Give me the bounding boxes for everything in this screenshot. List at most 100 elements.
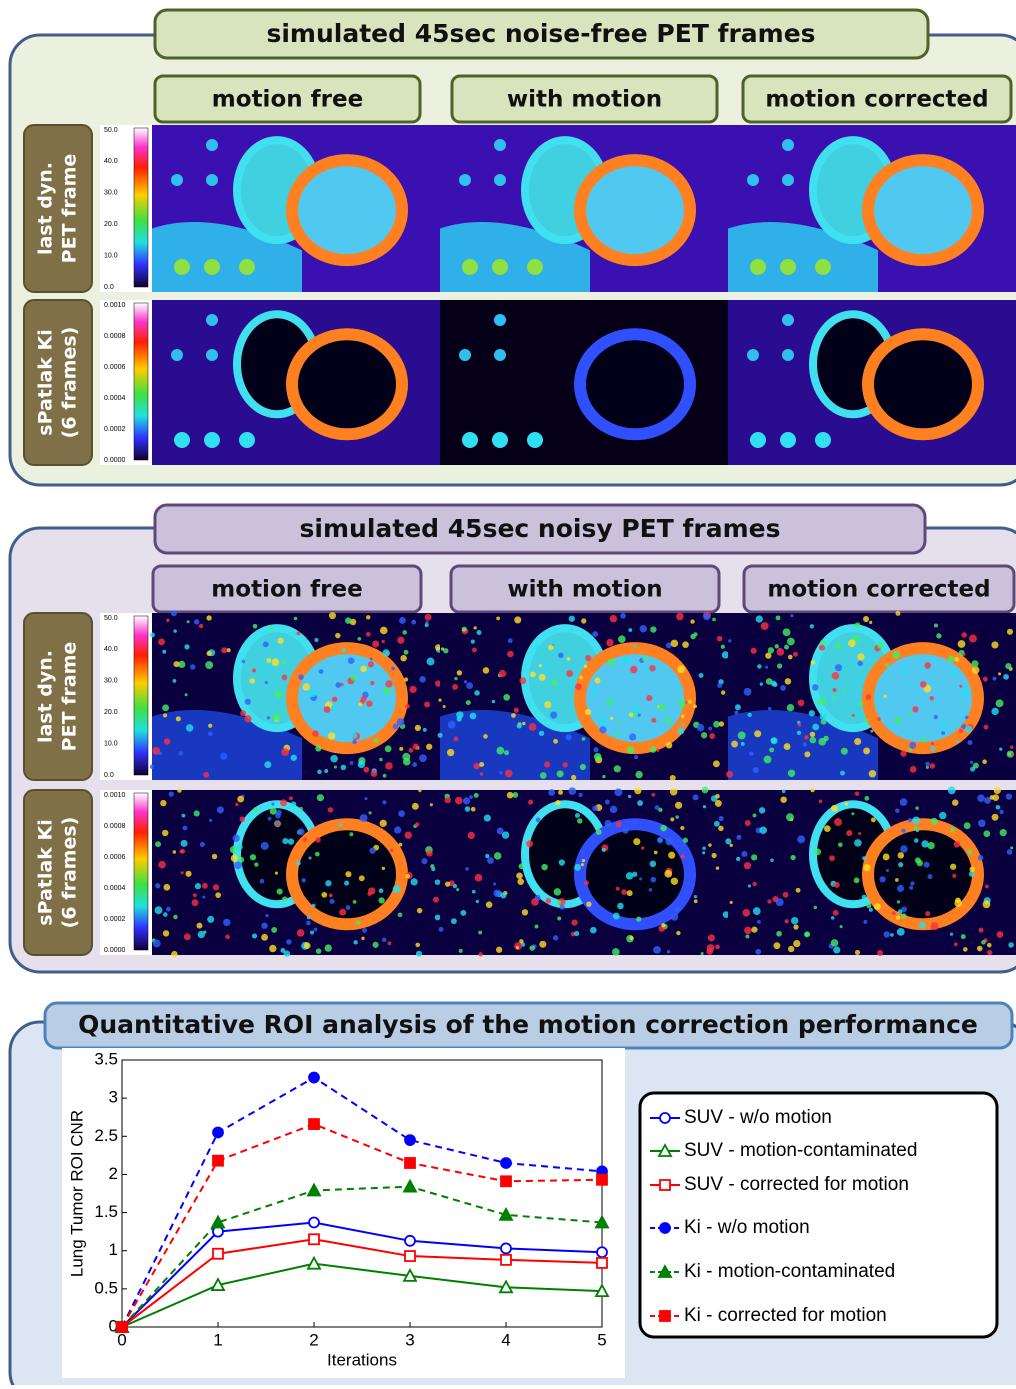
- pet-image-noise: [212, 854, 217, 859]
- pet-image-noise: [858, 832, 861, 835]
- panel-title: Quantitative ROI analysis of the motion …: [78, 1010, 978, 1039]
- pet-image-noise: [298, 674, 303, 679]
- pet-image-spot: [527, 259, 543, 275]
- pet-image-noise: [656, 748, 659, 751]
- pet-image-noise: [666, 742, 672, 748]
- pet-image-noise: [182, 814, 186, 818]
- pet-image-noise: [421, 858, 427, 864]
- pet-image-noise: [594, 678, 600, 684]
- pet-image-noise: [930, 746, 935, 751]
- pet-image-noise: [996, 699, 1004, 707]
- pet-image-noise: [404, 650, 409, 655]
- pet-image-noise: [282, 661, 286, 665]
- pet-image-noise: [206, 651, 211, 656]
- pet-image-noise: [208, 724, 212, 728]
- pet-image-noise: [854, 622, 860, 628]
- pet-image-noise: [296, 631, 300, 635]
- pet-image-noise: [332, 696, 338, 702]
- pet-image-noise: [804, 751, 810, 757]
- pet-image-noise: [471, 640, 475, 644]
- pet-image-noise: [150, 765, 154, 769]
- pet-image-noise: [731, 741, 738, 748]
- y-tick-label: 0.5: [94, 1278, 118, 1297]
- pet-image-noise: [760, 682, 763, 685]
- pet-image-noise: [346, 905, 351, 910]
- pet-image-noise: [361, 937, 364, 940]
- pet-image-noise: [550, 711, 557, 718]
- pet-image-noise: [635, 771, 642, 778]
- pet-image-noise: [969, 866, 975, 872]
- pet-image-noise: [879, 876, 885, 882]
- pet-image-noise: [399, 747, 403, 751]
- pet-image-noise: [803, 742, 807, 746]
- pet-image-noise: [225, 935, 230, 940]
- panel-title: simulated 45sec noise-free PET frames: [266, 19, 815, 48]
- pet-image-noise: [563, 762, 568, 767]
- pet-image-noise: [152, 747, 160, 755]
- pet-image-noise: [508, 638, 513, 643]
- pet-image-spot: [239, 432, 255, 448]
- pet-image-noise: [400, 655, 406, 661]
- pet-image-noise: [780, 685, 786, 691]
- pet-image-noise: [680, 826, 684, 830]
- pet-image-noise: [744, 862, 751, 869]
- marker: [660, 1113, 670, 1123]
- pet-image-noise: [948, 656, 955, 663]
- pet-image-noise: [820, 713, 827, 720]
- pet-image-noise: [757, 664, 761, 668]
- pet-image-noise: [633, 838, 640, 845]
- colorbar-label: 30.0: [104, 190, 118, 197]
- pet-image-noise: [577, 818, 582, 823]
- pet-image-noise: [738, 731, 746, 739]
- pet-image-noise: [877, 950, 883, 956]
- pet-image-noise: [983, 900, 991, 908]
- pet-image-noise: [274, 690, 282, 698]
- pet-image-noise: [627, 890, 633, 896]
- pet-image-spot: [750, 432, 766, 448]
- pet-image-noise: [360, 666, 367, 673]
- pet-image-myo: [292, 160, 402, 260]
- pet-image-noise: [626, 872, 634, 880]
- colorbar-label: 0.0000: [104, 947, 126, 954]
- pet-image-noise: [931, 818, 938, 825]
- pet-image-noise: [962, 632, 967, 637]
- pet-image-noise: [516, 946, 519, 949]
- pet-image-noise: [443, 648, 448, 653]
- pet-image-noise: [621, 656, 629, 664]
- pet-image-noise: [415, 725, 421, 731]
- pet-image-noise: [504, 750, 509, 755]
- pet-image-noise: [883, 854, 890, 861]
- pet-image-noise: [602, 848, 606, 852]
- colorbar: [134, 793, 148, 950]
- pet-image-noise: [240, 816, 246, 822]
- pet-image-noise: [614, 765, 621, 772]
- pet-image-noise: [708, 843, 711, 846]
- x-axis-label: Iterations: [327, 1350, 397, 1369]
- pet-image-noise: [961, 934, 966, 939]
- pet-image-noise: [466, 682, 473, 689]
- pet-image-noise: [884, 931, 890, 937]
- pet-image-noise: [788, 655, 793, 660]
- pet-image-noise: [339, 909, 346, 916]
- y-tick-label: 2.5: [94, 1126, 118, 1145]
- pet-image-noise: [463, 797, 470, 804]
- pet-image-noise: [486, 901, 493, 908]
- pet-image-spot: [171, 174, 183, 186]
- pet-image-noise: [507, 792, 514, 799]
- pet-image-noise: [173, 661, 179, 667]
- pet-image-noise: [309, 857, 312, 860]
- pet-image-noise: [368, 661, 374, 667]
- pet-image-noise: [301, 878, 305, 882]
- pet-image-noise: [661, 923, 665, 927]
- colorbar-label: 50.0: [104, 615, 118, 622]
- pet-image-noise: [474, 793, 479, 798]
- pet-image-noise: [717, 636, 723, 642]
- pet-image-noise: [158, 861, 166, 869]
- pet-image-noise: [912, 816, 920, 824]
- pet-image-noise: [160, 800, 166, 806]
- pet-image-noise: [754, 730, 761, 737]
- pet-image-noise: [364, 797, 367, 800]
- pet-image-noise: [838, 843, 843, 848]
- pet-image-noise: [394, 826, 401, 833]
- pet-image-noise: [970, 761, 973, 764]
